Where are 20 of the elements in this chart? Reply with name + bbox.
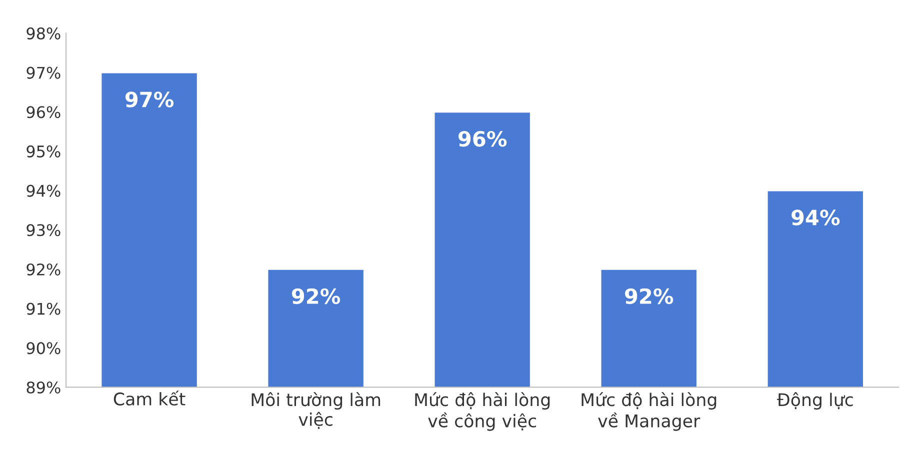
y-tick-label: 96% xyxy=(26,106,60,118)
x-tick-label: Cam kết xyxy=(114,390,186,406)
x-tick-label: Môi trường làm việc xyxy=(252,392,380,429)
y-tick-label: 98% xyxy=(26,27,60,40)
y-tick-label: 91% xyxy=(26,302,60,315)
data-label: 92% xyxy=(625,288,674,304)
data-label: 94% xyxy=(792,210,840,226)
y-tick-label: 94% xyxy=(26,184,60,197)
x-tick-label: Mức độ hài lòng về Manager xyxy=(582,392,716,431)
x-tick-label: Mức độ hài lòng về công việc xyxy=(415,392,550,431)
x-tick-label: Động lực xyxy=(776,392,853,410)
data-label: 92% xyxy=(292,288,340,304)
y-tick-label: 92% xyxy=(26,263,60,276)
y-tick-label: 89% xyxy=(26,381,60,394)
y-tick-label: 90% xyxy=(26,342,60,354)
y-tick-label: 93% xyxy=(26,224,60,236)
y-tick-label: 97% xyxy=(26,66,60,79)
data-label: 97% xyxy=(125,92,174,108)
y-tick-label: 95% xyxy=(26,145,60,158)
data-label: 96% xyxy=(458,130,507,147)
